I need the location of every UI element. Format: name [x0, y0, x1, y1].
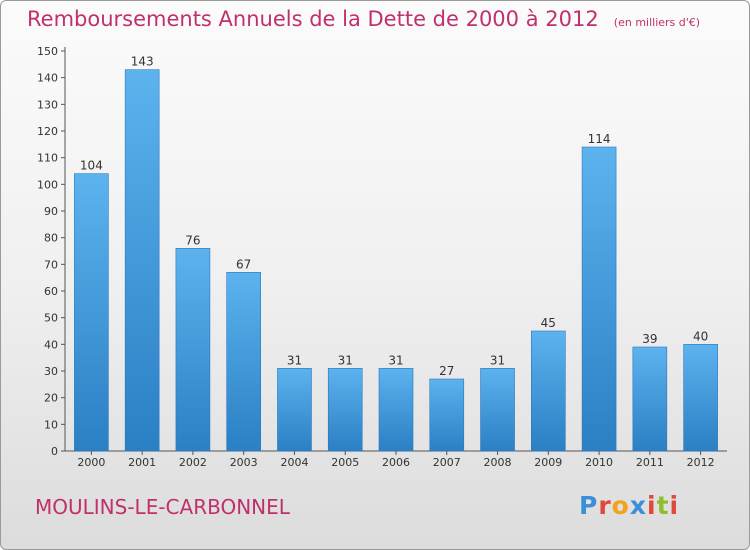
x-tick-label: 2005 — [331, 456, 359, 469]
bar — [581, 146, 617, 452]
bar-value-label: 31 — [338, 353, 353, 367]
bar-value-label: 67 — [236, 257, 251, 271]
x-tick-label: 2000 — [77, 456, 105, 469]
y-tick-label: 90 — [44, 205, 58, 218]
bar-value-label: 45 — [541, 316, 556, 330]
bar — [226, 272, 261, 452]
bar — [632, 346, 668, 452]
bar-value-label: 114 — [588, 132, 611, 146]
x-tick-label: 2006 — [382, 456, 410, 469]
y-tick-label: 20 — [44, 392, 58, 405]
y-tick-label: 130 — [37, 98, 58, 111]
x-tick-label: 2001 — [128, 456, 156, 469]
bar-value-label: 27 — [439, 364, 454, 378]
y-tick-label: 140 — [37, 72, 58, 85]
x-tick-label: 2004 — [280, 456, 308, 469]
y-tick-label: 40 — [44, 338, 58, 351]
logo-letter: x — [629, 491, 647, 520]
x-tick-label: 2010 — [585, 456, 613, 469]
bar-value-label: 31 — [490, 353, 505, 367]
bar — [480, 368, 515, 452]
y-tick-label: 120 — [37, 125, 58, 138]
x-tick-label: 2011 — [636, 456, 664, 469]
logo-letter: P — [579, 491, 599, 520]
x-tick-label: 2003 — [230, 456, 258, 469]
bar — [531, 330, 566, 452]
chart-unit-label: (en milliers d'€) — [613, 16, 701, 29]
y-tick-label: 110 — [37, 152, 58, 165]
y-tick-label: 150 — [37, 45, 58, 58]
bar-value-label: 76 — [185, 233, 200, 247]
y-tick-label: 70 — [44, 258, 58, 271]
x-tick-label: 2008 — [484, 456, 512, 469]
logo-letter: t — [656, 491, 670, 520]
bar — [327, 368, 363, 452]
logo-letter: i — [669, 491, 680, 520]
bar — [683, 344, 718, 452]
bar — [378, 368, 414, 452]
bar — [124, 69, 160, 452]
x-tick-label: 2012 — [687, 456, 715, 469]
logo-letter: o — [611, 491, 630, 520]
y-tick-label: 0 — [51, 445, 58, 458]
logo-letter: r — [598, 491, 612, 520]
bar — [429, 378, 465, 452]
y-tick-label: 80 — [44, 232, 58, 245]
bar-value-label: 39 — [642, 332, 657, 346]
x-tick-label: 2009 — [534, 456, 562, 469]
y-tick-label: 50 — [44, 312, 58, 325]
bar-value-label: 104 — [80, 159, 103, 173]
bar — [175, 248, 211, 452]
y-tick-label: 30 — [44, 365, 58, 378]
logo-letter: i — [647, 491, 657, 520]
y-tick-label: 100 — [37, 178, 58, 191]
chart-title-main: Remboursements Annuels de la Dette de 20… — [27, 7, 599, 31]
commune-name: MOULINS-LE-CARBONNEL — [35, 495, 290, 519]
x-tick-label: 2002 — [179, 456, 207, 469]
bar — [277, 368, 312, 452]
proxiti-logo: Proxiti — [579, 491, 679, 520]
bar-value-label: 31 — [388, 353, 403, 367]
x-tick-label: 2007 — [433, 456, 461, 469]
y-tick-label: 10 — [44, 418, 58, 431]
bar — [74, 173, 109, 452]
bar-value-label: 40 — [693, 329, 708, 343]
bar-value-label: 143 — [131, 55, 154, 69]
chart-title: Remboursements Annuels de la Dette de 20… — [27, 7, 700, 31]
bar-value-label: 31 — [287, 353, 302, 367]
y-tick-label: 60 — [44, 285, 58, 298]
